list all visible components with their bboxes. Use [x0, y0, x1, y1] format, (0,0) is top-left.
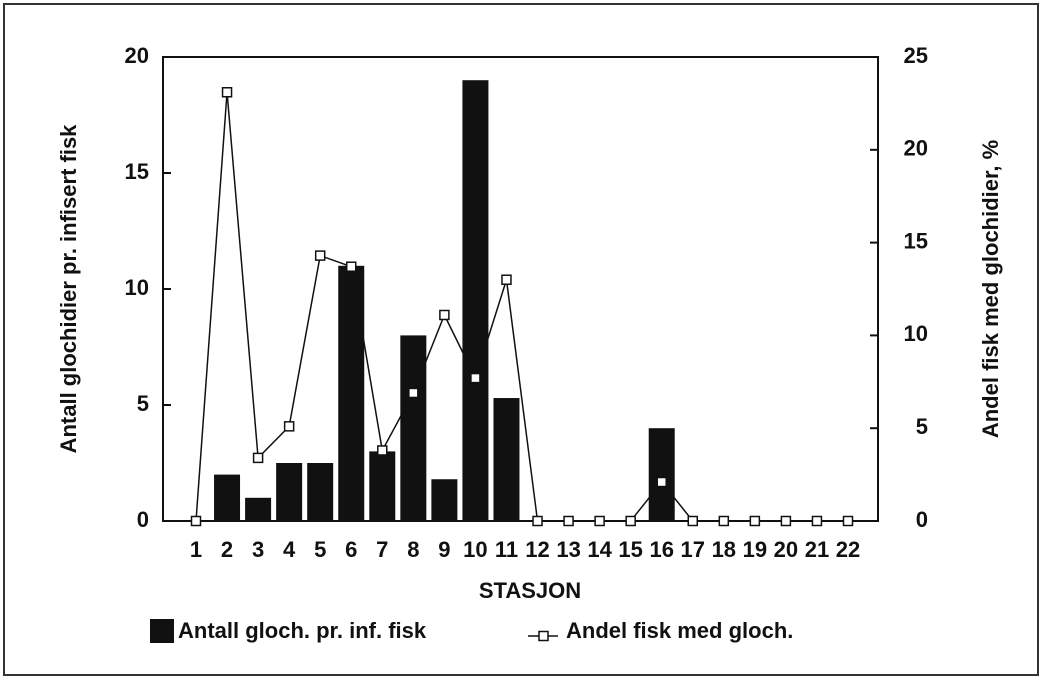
point	[687, 515, 699, 527]
y2-tick-label: 15	[904, 228, 928, 253]
legend-swatch	[538, 630, 549, 642]
bar	[369, 451, 396, 521]
y2-tick-label: 5	[916, 414, 928, 439]
y2-tick-label: 10	[904, 321, 928, 346]
x-tick-label: 7	[376, 537, 388, 562]
x-tick-label: 1	[190, 537, 202, 562]
y-tick-label: 15	[125, 159, 149, 184]
x-tick-label: 12	[525, 537, 549, 562]
point	[780, 515, 792, 527]
plot-area	[162, 56, 879, 522]
point	[563, 515, 574, 527]
point	[749, 515, 761, 527]
x-axis-label: STASJON	[479, 578, 581, 603]
x-tick-label: 15	[618, 537, 642, 562]
x-tick-label: 4	[283, 537, 296, 562]
bar	[431, 479, 458, 521]
y2-tick-label: 25	[904, 43, 928, 68]
frame	[3, 3, 1039, 676]
legend-label: Andel fisk med gloch.	[566, 618, 793, 643]
bar	[245, 497, 272, 521]
x-tick-label: 2	[221, 537, 233, 562]
x-tick-label: 16	[649, 537, 673, 562]
point	[532, 515, 543, 527]
bar	[493, 398, 520, 521]
x-tick-label: 10	[463, 537, 487, 562]
point	[345, 261, 357, 272]
x-tick-label: 22	[836, 537, 860, 562]
point	[190, 515, 202, 527]
bar	[214, 474, 241, 521]
point	[842, 515, 854, 527]
y2-tick-label: 0	[916, 507, 928, 532]
x-tick-label: 14	[587, 537, 612, 562]
y-tick-label: 10	[125, 275, 149, 300]
x-tick-label: 18	[712, 537, 736, 562]
point	[377, 445, 388, 456]
x-tick-label: 11	[495, 537, 518, 562]
x-tick-label: 13	[556, 537, 580, 562]
x-tick-label: 8	[407, 537, 419, 562]
point	[811, 515, 823, 527]
x-tick-label: 6	[345, 537, 357, 562]
x-tick-label: 17	[681, 537, 705, 562]
point	[656, 476, 667, 488]
point	[470, 372, 481, 384]
y-tick-label: 5	[137, 391, 149, 416]
point	[314, 250, 326, 261]
x-tick-label: 3	[252, 537, 264, 562]
point	[594, 515, 605, 527]
y2-tick-label: 20	[904, 136, 928, 161]
bar	[276, 463, 303, 521]
legend-label: Antall gloch. pr. inf. fisk	[178, 618, 427, 643]
bar	[462, 80, 489, 521]
x-tick-label: 5	[314, 537, 326, 562]
point	[283, 421, 295, 432]
x-tick-label: 9	[438, 537, 450, 562]
point	[439, 309, 450, 321]
y-tick-label: 20	[125, 43, 149, 68]
line	[195, 92, 848, 522]
bar	[307, 463, 334, 521]
bar	[400, 335, 427, 521]
point	[625, 515, 636, 527]
legend-swatch	[150, 619, 174, 643]
point	[252, 452, 264, 464]
y2-axis-label: Andel fisk med glochidier, %	[978, 140, 1003, 438]
point	[718, 515, 730, 527]
y-tick-label: 0	[137, 507, 149, 532]
y-axis-label: Antall glochidier pr. infisert fisk	[56, 124, 81, 454]
x-tick-label: 21	[805, 537, 829, 562]
point	[501, 274, 512, 285]
point	[221, 87, 233, 98]
bar	[338, 265, 365, 521]
x-tick-label: 19	[743, 537, 767, 562]
x-tick-label: 20	[774, 537, 798, 562]
point	[408, 387, 419, 399]
bar	[648, 428, 675, 521]
